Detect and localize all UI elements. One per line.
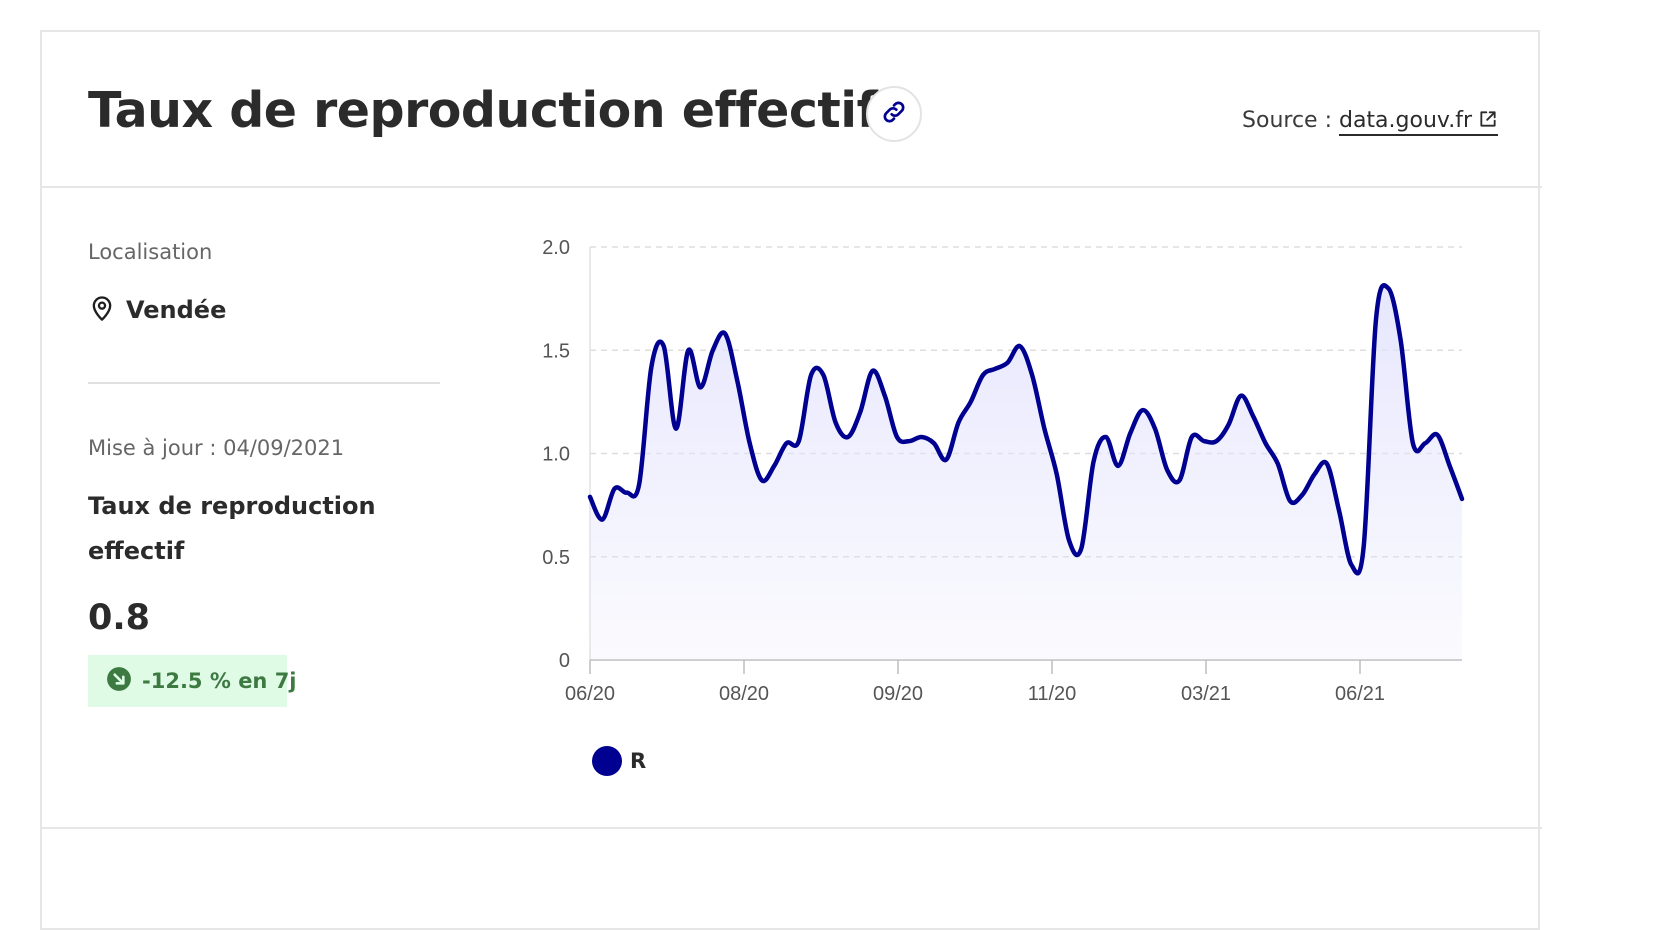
x-tick-label: 03/21 (1181, 683, 1231, 705)
series-line-r (587, 283, 1465, 576)
metric-value: 0.8 (88, 598, 151, 638)
legend-label: R (630, 749, 647, 773)
link-icon (880, 98, 908, 130)
chart: 0 0.5 1.0 1.5 2.0 06/20 08/20 09/20 11/20 03/21 06… (542, 237, 1465, 705)
series-area-r (590, 285, 1462, 660)
y-tick-label: 1.5 (542, 340, 570, 362)
indicator-card: Taux de reproduction effectif Source : d… (40, 30, 1542, 930)
card-header: Taux de reproduction effectif Source : d… (42, 32, 1542, 188)
y-tick-label: 0.5 (542, 547, 570, 569)
legend[interactable]: R (592, 746, 646, 776)
divider (88, 382, 440, 384)
x-tick-label: 08/20 (719, 683, 769, 705)
source-link-text: data.gouv.fr (1338, 108, 1472, 133)
arrow-down-right-icon (106, 666, 132, 696)
external-link-icon (1478, 109, 1498, 135)
source-info: Source : data.gouv.fr (1242, 108, 1498, 136)
metric-title: Taux de reproduction effectif (88, 492, 376, 565)
trend-badge: -12.5 % en 7j (88, 655, 297, 707)
source-prefix: Source : (1242, 108, 1339, 133)
location-value: Vendée (126, 296, 227, 324)
source-link[interactable]: data.gouv.fr (1338, 108, 1498, 136)
x-tick-label: 11/20 (1028, 683, 1077, 705)
y-tick-label: 0 (559, 650, 570, 672)
legend-swatch (592, 746, 622, 776)
y-tick-label: 1.0 (542, 444, 570, 466)
card-title: Taux de reproduction effectif (88, 82, 878, 139)
map-pin-icon (88, 294, 116, 326)
y-tick-label: 2.0 (542, 237, 570, 259)
section-divider (42, 827, 1542, 829)
location-row: Vendée (88, 294, 226, 326)
x-tick-label: 06/21 (1335, 683, 1385, 705)
update-date: Mise à jour : 04/09/2021 (88, 436, 345, 460)
x-tick-label: 09/20 (873, 683, 923, 705)
copy-link-button[interactable] (866, 86, 922, 142)
x-tick-label: 06/20 (565, 683, 615, 705)
location-label: Localisation (88, 240, 213, 264)
trend-text: -12.5 % en 7j (142, 669, 297, 693)
